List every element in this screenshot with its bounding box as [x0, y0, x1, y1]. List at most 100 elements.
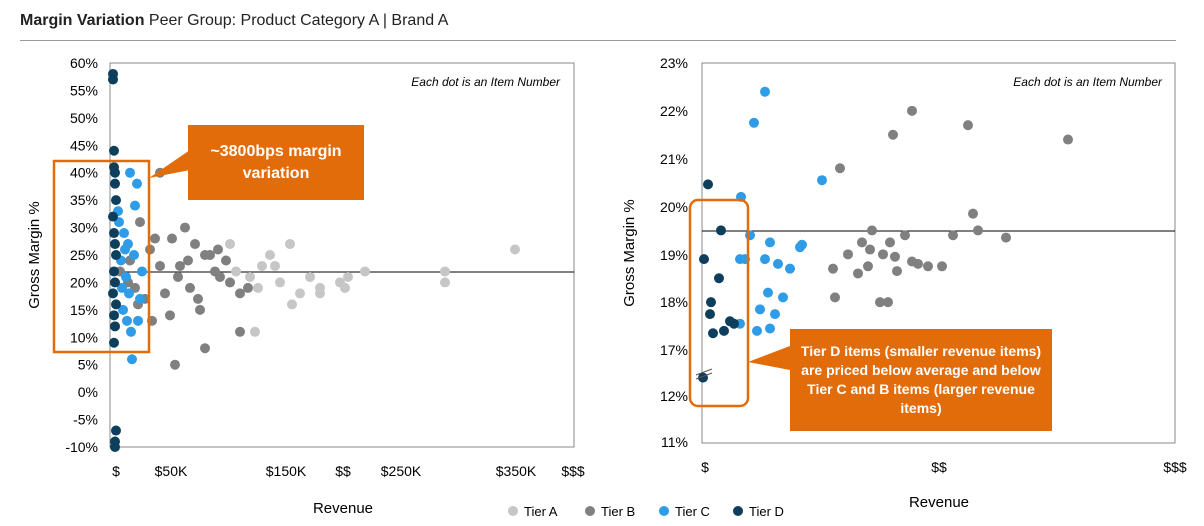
data-point-tier-b [835, 163, 845, 174]
data-point-tier-a [245, 271, 255, 282]
y-tick-label: 35% [70, 192, 98, 208]
data-point-tier-d [725, 316, 735, 327]
data-point-tier-b [175, 260, 185, 271]
data-point-tier-b [190, 239, 200, 250]
data-point-tier-d [111, 425, 121, 436]
left-plot-frame [109, 62, 575, 448]
data-point-tier-c [124, 288, 134, 299]
data-point-tier-d [110, 239, 120, 250]
data-point-tier-b [213, 244, 223, 255]
y-tick-label: 11% [661, 434, 688, 450]
left-callout-pointer [149, 150, 190, 178]
data-point-tier-c [117, 282, 127, 293]
data-point-tier-b [923, 261, 933, 272]
data-point-tier-b [863, 261, 873, 272]
y-tick-label: 15% [70, 302, 98, 318]
data-point-tier-b [155, 260, 165, 271]
y-tick-label: 23% [660, 55, 688, 71]
data-point-tier-b [875, 297, 885, 308]
data-point-tier-b [857, 237, 867, 248]
legend-marker [659, 506, 669, 516]
data-point-tier-a [440, 277, 450, 288]
data-point-tier-a [510, 244, 520, 255]
right-callout: Tier D items (smaller revenue items) are… [790, 329, 1052, 431]
data-point-tier-c [126, 326, 136, 337]
left-y-axis-label: Gross Margin % [26, 201, 43, 309]
data-point-tier-c [129, 250, 139, 260]
data-point-tier-c [130, 200, 140, 211]
data-point-tier-c [127, 354, 137, 365]
data-point-tier-d [109, 228, 119, 239]
y-tick-label: 12% [660, 388, 688, 404]
data-point-tier-c [132, 178, 142, 189]
page-title: Margin Variation Peer Group: Product Cat… [20, 12, 448, 30]
data-point-tier-b [183, 255, 193, 266]
data-point-tier-b [900, 230, 910, 241]
y-tick-label: 30% [70, 220, 98, 236]
data-point-tier-b [885, 237, 895, 248]
data-point-tier-b [968, 208, 978, 219]
data-point-tier-c [755, 304, 765, 315]
data-point-tier-b [210, 266, 220, 277]
x-tick-label: $ [701, 459, 709, 475]
x-tick-label: $$ [931, 459, 947, 475]
data-point-tier-b [890, 251, 900, 262]
data-point-tier-d [110, 442, 120, 452]
data-point-tier-d [714, 273, 724, 284]
y-tick-label: 50% [70, 110, 98, 126]
data-point-tier-b [193, 293, 203, 304]
legend-marker [508, 506, 518, 516]
data-point-tier-b [160, 288, 170, 299]
x-tick-label: $$$ [561, 463, 585, 479]
legend-label: Tier B [601, 504, 635, 519]
legend-marker [585, 506, 595, 516]
data-point-tier-c [795, 242, 805, 253]
left-x-axis-label: Revenue [313, 500, 373, 517]
data-point-tier-a [257, 260, 267, 271]
data-point-tier-c [765, 237, 775, 248]
data-point-tier-b [200, 343, 210, 354]
data-point-tier-d [108, 211, 118, 222]
left-highlight-box [52, 159, 151, 354]
data-point-tier-b [135, 217, 145, 228]
data-point-tier-a [440, 266, 450, 277]
data-point-tier-b [963, 120, 973, 131]
right-y-tick-labels: 23% 22% 21% 20% 19% 18% 17% 12% 11% [660, 55, 688, 450]
data-point-tier-c [125, 167, 135, 178]
y-tick-label: 45% [70, 137, 98, 153]
data-point-tier-a [340, 282, 350, 293]
data-point-tier-c [120, 244, 130, 255]
data-point-tier-c [817, 175, 827, 186]
data-point-tier-a [225, 239, 235, 250]
left-y-tick-labels: 60% 55% 50% 45% 40% 35% 30% 25% 20% 15% 10% 5% 0% -5%… [65, 55, 98, 455]
left-annotation: Each dot is an Item Number [411, 75, 561, 89]
right-highlight-box [688, 198, 750, 408]
left-x-tick-labels: $ $50K $150K $$ $250K $350K $$$ [112, 463, 585, 479]
legend-label: Tier C [675, 504, 710, 519]
data-point-tier-d [111, 299, 121, 310]
data-point-tier-a [295, 288, 305, 299]
right-plot-frame [701, 62, 1176, 444]
data-point-tier-d [108, 288, 118, 299]
data-point-tier-c [749, 117, 759, 128]
y-tick-label: 55% [70, 82, 98, 98]
right-scatter-points [698, 86, 1073, 383]
data-point-tier-a [360, 266, 370, 277]
y-tick-label: 10% [70, 329, 98, 345]
data-point-tier-c [778, 292, 788, 303]
title-divider [20, 40, 1176, 41]
data-point-tier-c [770, 309, 780, 320]
data-point-tier-b [1001, 232, 1011, 243]
data-point-tier-b [878, 249, 888, 260]
data-point-tier-a [343, 271, 353, 282]
data-point-tier-a [315, 288, 325, 299]
right-annotation: Each dot is an Item Number [1013, 75, 1163, 89]
y-tick-label: 19% [660, 247, 688, 263]
data-point-tier-d [110, 321, 120, 332]
data-point-tier-d [111, 195, 121, 206]
data-point-tier-c [773, 258, 783, 269]
data-point-tier-b [180, 222, 190, 233]
x-tick-label: $$$ [1163, 459, 1187, 475]
data-point-tier-b [225, 277, 235, 288]
data-point-tier-d [109, 266, 119, 277]
